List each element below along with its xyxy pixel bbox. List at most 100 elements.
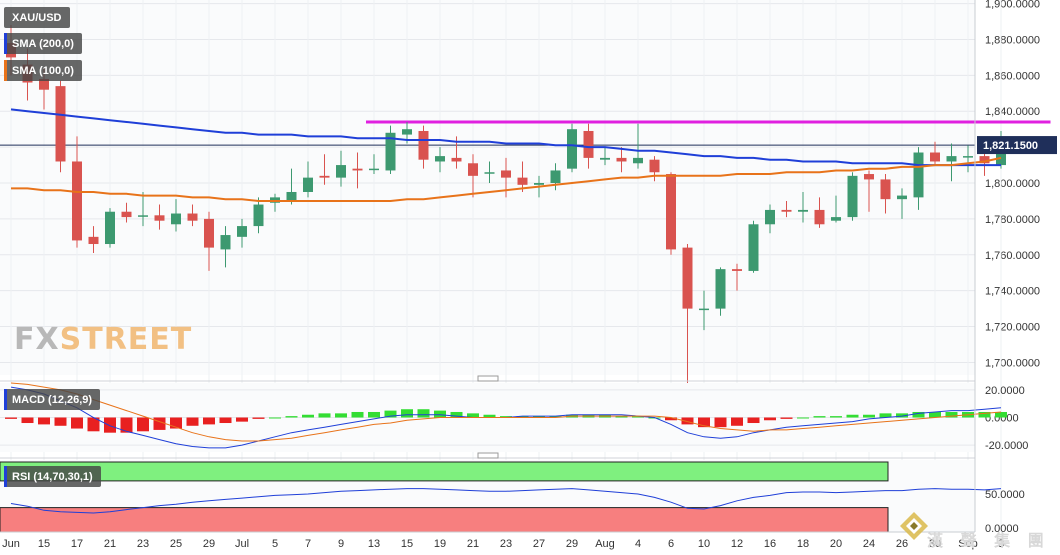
date-tick-label: 16	[764, 538, 776, 550]
macd-hist-down	[21, 417, 34, 424]
macd-hist-down	[104, 417, 116, 433]
date-tick-label: 29	[203, 538, 215, 550]
macd-hist-down	[252, 417, 265, 419]
candle-bear	[616, 157, 627, 162]
rsi-tick-label: 0.0000	[985, 523, 1019, 535]
date-tick-label: 15	[401, 538, 413, 550]
macd-legend[interactable]: MACD (12,26,9)	[4, 389, 101, 410]
candle-bear	[501, 170, 511, 178]
macd-hist-up	[797, 417, 809, 419]
macd-hist-up	[549, 416, 562, 418]
macd-hist-down	[219, 417, 232, 424]
candle-bear	[979, 156, 990, 164]
candle-bull	[699, 308, 709, 311]
date-tick-label: 30	[929, 538, 941, 550]
candle-bull	[369, 168, 379, 171]
macd-hist-down	[71, 417, 83, 429]
price-tick-label: 1,860.0000	[985, 70, 1040, 82]
candle-bull	[171, 213, 181, 225]
candle-bull	[237, 226, 247, 237]
macd-hist-up	[368, 411, 380, 418]
macd-hist-down	[698, 417, 710, 428]
date-tick-label: Aug	[595, 538, 615, 550]
candle-bear	[121, 211, 132, 218]
price-tick-label: 1,800.0000	[985, 178, 1040, 190]
macd-hist-down	[714, 417, 727, 428]
candle-bull	[963, 156, 973, 158]
macd-hist-down	[120, 417, 133, 433]
macd-hist-down	[681, 417, 694, 425]
candle-bull	[402, 129, 412, 135]
macd-hist-up	[401, 409, 413, 418]
macd-hist-down	[87, 417, 100, 432]
candle-bull	[996, 145, 1006, 166]
macd-hist-up	[384, 410, 397, 418]
candle-bull	[913, 152, 924, 198]
price-tick-label: 1,760.0000	[985, 250, 1040, 262]
macd-hist-up	[978, 411, 991, 418]
sma200-legend[interactable]: SMA (200,0)	[4, 33, 82, 54]
candle-bull	[550, 170, 561, 184]
resize-handle-icon	[477, 452, 499, 459]
macd-hist-up	[302, 414, 314, 418]
macd-hist-up	[863, 414, 875, 418]
macd-hist-down	[153, 417, 166, 430]
candle-bear	[666, 174, 676, 250]
price-tag: 1,821.1500	[983, 140, 1038, 152]
macd-hist-down	[137, 417, 149, 432]
rsi-tick-label: 50.0000	[985, 489, 1025, 501]
candle-bull	[435, 156, 445, 162]
macd-hist-up	[516, 416, 529, 418]
candle-bear	[88, 236, 99, 245]
date-tick-label: 4	[635, 538, 641, 550]
candle-bull	[715, 269, 726, 309]
macd-hist-down	[54, 417, 67, 426]
price-tick-label: 1,780.0000	[985, 214, 1040, 226]
candle-bull	[633, 157, 643, 164]
macd-hist-up	[879, 413, 892, 418]
candle-bear	[682, 247, 693, 309]
date-tick-label: 27	[533, 538, 545, 550]
candle-bear	[204, 218, 214, 248]
candle-bear	[39, 78, 49, 90]
candle-bull	[765, 209, 775, 225]
symbol-legend[interactable]: XAU/USD	[4, 7, 70, 28]
candle-bear	[418, 130, 429, 160]
macd-hist-down	[203, 417, 215, 425]
macd-hist-down	[747, 417, 760, 424]
sma100-legend[interactable]: SMA (100,0)	[4, 60, 82, 81]
date-tick-label: 7	[305, 538, 311, 550]
candle-bear	[864, 174, 874, 180]
candle-bull	[303, 177, 313, 192]
sma100-line	[11, 156, 1002, 202]
price-pane-bg	[0, 0, 975, 375]
macd-hist-down	[170, 417, 182, 429]
macd-hist-up	[335, 413, 347, 418]
macd-tick-label: -20.0000	[985, 440, 1028, 452]
candle-bull	[484, 172, 495, 174]
candle-bull	[138, 215, 148, 217]
date-tick-label: 29	[566, 538, 578, 550]
date-tick-label: 21	[104, 538, 116, 550]
rsi-line	[10, 488, 1002, 514]
candle-bull	[847, 175, 858, 218]
macd-hist-up	[318, 413, 331, 418]
date-tick-label: 5	[272, 538, 278, 550]
date-tick-label: Jun	[2, 538, 20, 550]
macd-hist-up	[467, 413, 479, 418]
candle-bear	[517, 177, 528, 185]
price-tick-label: 1,900.0000	[985, 0, 1040, 11]
rsi-legend[interactable]: RSI (14,70,30,1)	[4, 466, 101, 487]
candle-bull	[748, 224, 759, 271]
candle-bull	[286, 191, 297, 201]
candle-bull	[253, 204, 264, 227]
date-tick-label: 21	[467, 538, 479, 550]
macd-hist-down	[186, 417, 199, 426]
date-tick-label: Jul	[235, 538, 249, 550]
candle-bull	[897, 195, 907, 200]
candle-bull	[600, 157, 610, 160]
fxstreet-watermark: FXSTREET	[14, 322, 193, 357]
macd-tick-label: 20.0000	[985, 385, 1025, 397]
date-tick-label: Sep	[958, 538, 978, 550]
